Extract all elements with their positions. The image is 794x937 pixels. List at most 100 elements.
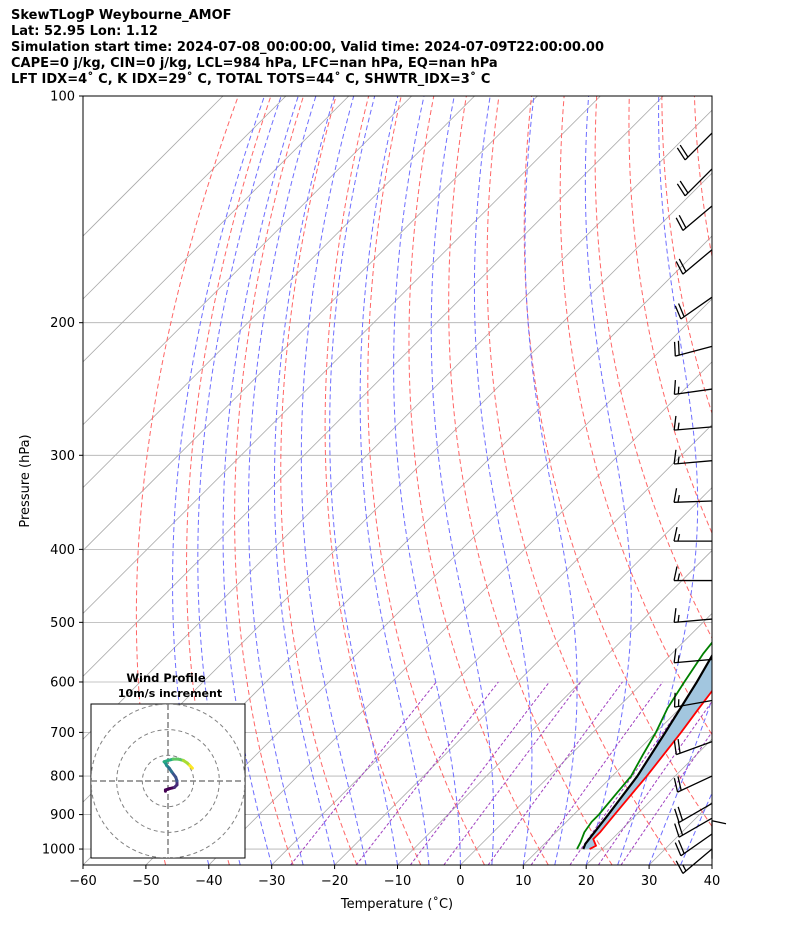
y-tick-label: 500 (50, 616, 75, 631)
isotherm (523, 675, 712, 865)
dry-adiabat (523, 96, 712, 828)
isotherm (334, 487, 712, 865)
moist-adiabat (273, 96, 336, 865)
isotherm (271, 424, 712, 865)
mixing-ratio-line (443, 681, 582, 865)
wind-barb (675, 848, 713, 874)
wind-barb (674, 296, 713, 320)
isotherm (83, 96, 224, 237)
dry-adiabat (727, 96, 794, 865)
hodograph-inset: Wind Profile 10m/s increment (90, 671, 246, 859)
wind-barb (711, 820, 727, 859)
moist-adiabat (329, 96, 398, 865)
x-tick-label: −50 (132, 874, 159, 889)
dry-adiabat (693, 96, 712, 260)
x-tick-label: 10 (515, 874, 532, 889)
isotherm (83, 96, 350, 363)
moist-adiabat (197, 96, 282, 865)
chart-header: SkewTLogP Weybourne_AMOF Lat: 52.95 Lon:… (11, 8, 604, 88)
moist-adiabats (172, 96, 712, 865)
y-tick-label: 200 (50, 316, 75, 331)
isotherm (397, 549, 712, 865)
isotherm (83, 96, 287, 300)
convective-indices-line: CAPE=0 j/kg, CIN=0 j/kg, LCL=984 hPa, LF… (11, 56, 498, 71)
mixing-ratio-line (409, 681, 550, 865)
wind-barb (676, 168, 713, 197)
wind-barb (673, 526, 712, 542)
isotherm (208, 361, 712, 865)
moist-adiabat (524, 96, 578, 865)
wind-barb (674, 833, 713, 857)
moist-adiabat (393, 96, 461, 865)
x-tick-label: −20 (321, 874, 348, 889)
hodograph-title: Wind Profile (126, 671, 206, 685)
y-tick-label: 600 (50, 675, 75, 690)
isotherm (83, 96, 664, 677)
dry-adiabat (486, 96, 677, 865)
x-tick-label: −10 (384, 874, 411, 889)
mixing-ratio-line (530, 681, 664, 865)
mixing-ratio-line (487, 681, 623, 865)
wind-barb (673, 488, 713, 503)
x-tick-label: −30 (258, 874, 285, 889)
dry-adiabat (594, 96, 712, 640)
isotherm (83, 96, 475, 489)
moist-adiabat (680, 791, 712, 865)
x-tick-label: 30 (641, 874, 658, 889)
moist-adiabat (584, 96, 632, 865)
wind-barb (674, 802, 713, 824)
x-tick-label: −60 (69, 874, 96, 889)
y-tick-label: 400 (50, 543, 75, 558)
plot-area (83, 96, 794, 865)
moist-adiabat (222, 96, 299, 865)
dry-adiabat (408, 96, 549, 865)
wind-barb (673, 775, 713, 793)
wind-barb (675, 249, 713, 275)
y-tick-label: 800 (50, 770, 75, 785)
moist-adiabat (711, 863, 712, 865)
x-tick-label: −40 (195, 874, 222, 889)
y-tick-label: 900 (50, 808, 75, 823)
wind-barb (675, 205, 713, 231)
mixing-ratio-line (290, 681, 437, 865)
temperature-line (589, 689, 712, 850)
y-axis-ticks: 100 200 300 400 500 600 700 800 900 1000 (42, 90, 83, 858)
mixing-ratio-line (620, 731, 712, 865)
wind-barb (673, 738, 713, 756)
mixing-ratio-line (355, 681, 499, 865)
y-tick-label: 700 (50, 726, 75, 741)
x-axis-label: Temperature (˚C) (340, 896, 453, 912)
wind-barb (673, 692, 713, 708)
x-axis-ticks: −60 −50 −40 −30 −20 −10 0 10 20 30 40 (69, 865, 720, 889)
dry-adiabat (559, 96, 712, 736)
wind-barb (673, 415, 713, 431)
isotherm (648, 801, 712, 865)
x-tick-label: 20 (578, 874, 595, 889)
wind-barb (676, 132, 713, 161)
isotherm (460, 612, 712, 865)
hodograph-plot (91, 704, 245, 858)
isotherm (145, 298, 712, 865)
dry-adiabat (628, 96, 712, 535)
wind-barbs (673, 132, 727, 874)
moist-adiabat (648, 697, 712, 865)
time-line: Simulation start time: 2024-07-08_00:00:… (11, 40, 604, 55)
dry-adiabat (448, 96, 613, 865)
hodograph-segment (189, 765, 194, 770)
dry-adiabat (661, 96, 712, 415)
y-tick-label: 300 (50, 449, 75, 464)
moist-adiabat (359, 96, 430, 865)
isotherm (83, 109, 712, 740)
wind-barb (673, 566, 712, 582)
x-tick-label: 40 (704, 874, 721, 889)
wind-barb (673, 608, 713, 624)
dewpoint-line (576, 641, 712, 850)
x-tick-label: 0 (456, 874, 464, 889)
dry-adiabat (760, 96, 794, 865)
wind-barb (673, 449, 713, 465)
moist-adiabat (247, 96, 317, 865)
isotherm (83, 96, 601, 614)
location-line: Lat: 52.95 Lon: 1.12 (11, 24, 158, 39)
hodograph-subtitle: 10m/s increment (118, 687, 222, 700)
